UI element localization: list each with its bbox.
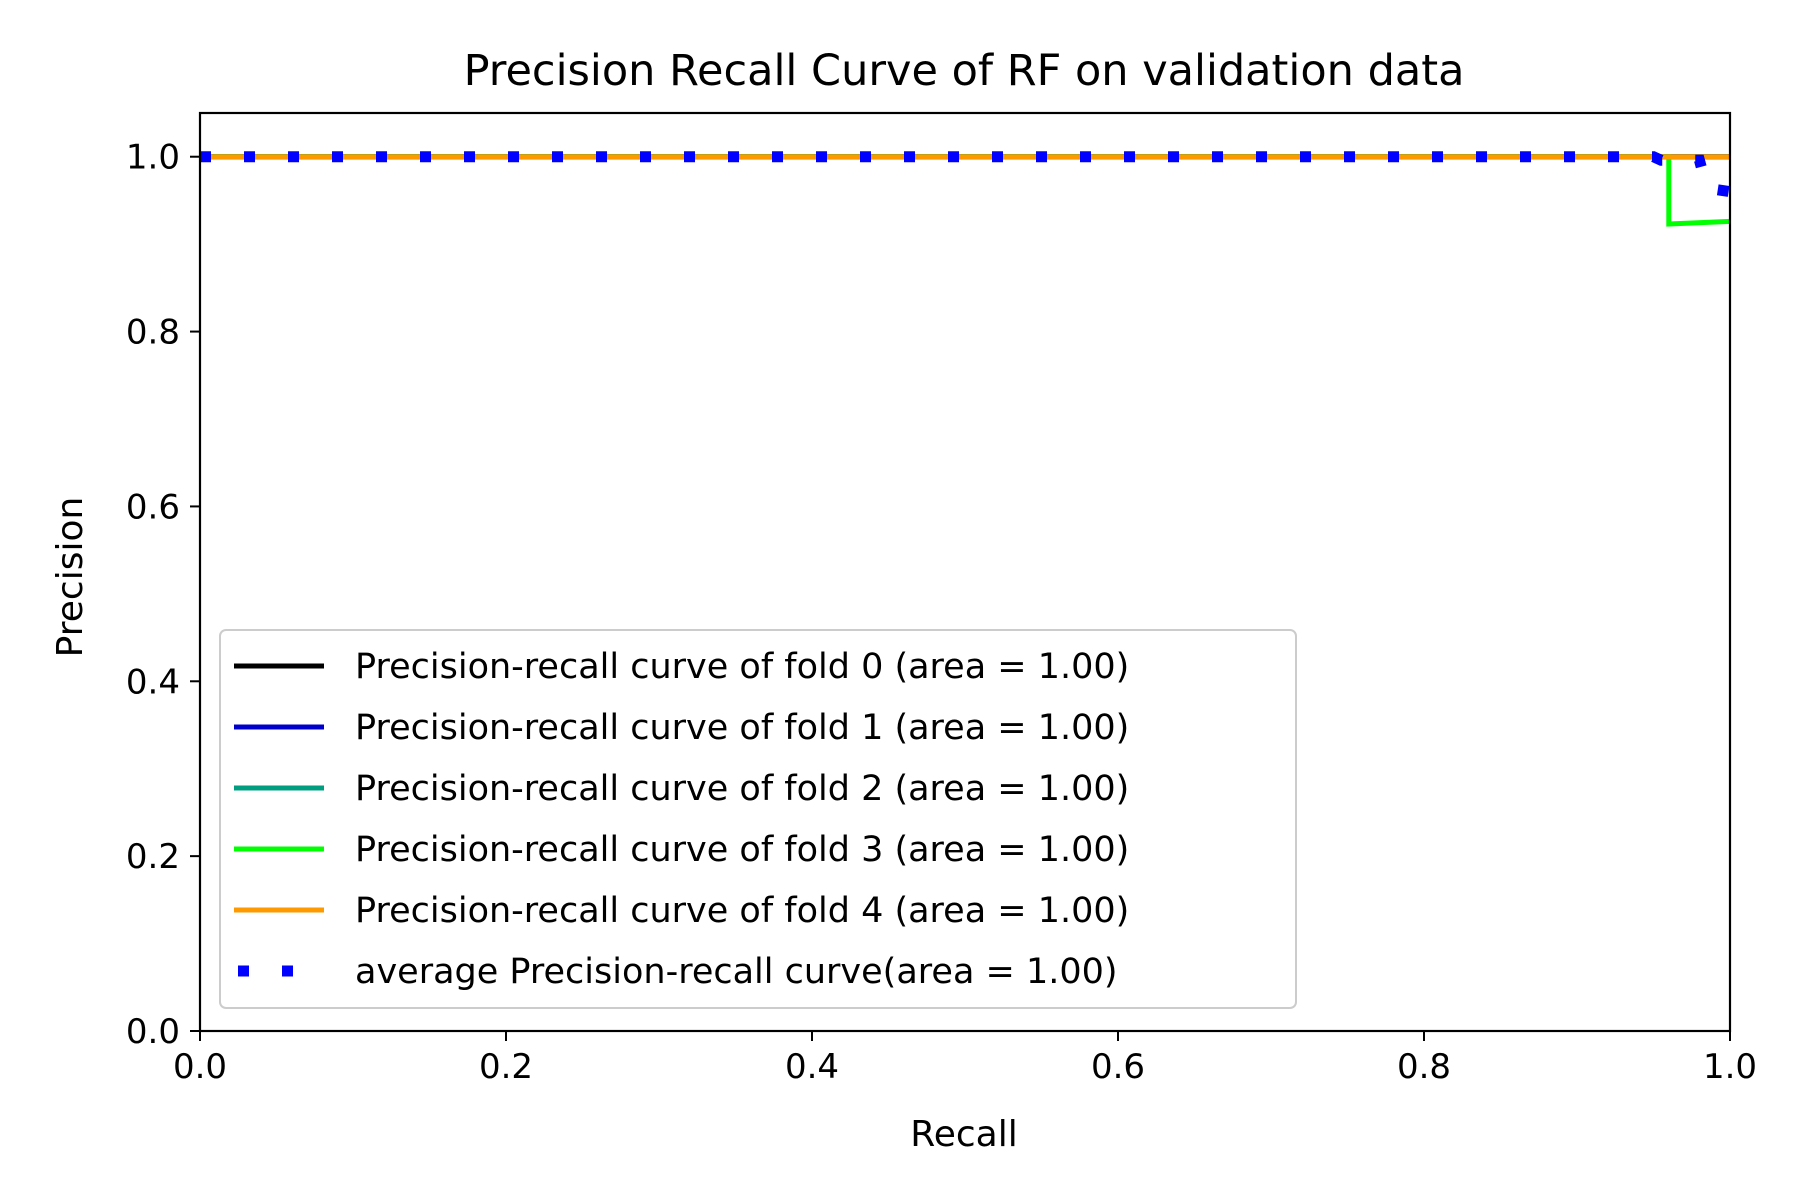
x-tick-label: 0.6 xyxy=(1091,1047,1145,1087)
legend-entry: Precision-recall curve of fold 3 (area =… xyxy=(234,830,1129,870)
x-tick-label: 0.4 xyxy=(785,1047,839,1087)
legend-label: average Precision-recall curve(area = 1.… xyxy=(355,952,1118,992)
legend-entry: Precision-recall curve of fold 0 (area =… xyxy=(234,647,1129,687)
chart-title: Precision Recall Curve of RF on validati… xyxy=(464,46,1465,96)
series-layer xyxy=(200,151,1730,227)
y-axis-label: Precision xyxy=(50,497,91,658)
y-tick-label: 0.0 xyxy=(126,1012,180,1052)
axes-layer: 0.0 0.2 0.4 0.6 0.8 1.0 0.0 0.2 0.4 0.6 0.8 1.0 xyxy=(126,111,1757,1087)
y-tick-label: 0.8 xyxy=(126,313,180,353)
legend-label: Precision-recall curve of fold 1 (area =… xyxy=(355,708,1129,748)
legend-label: Precision-recall curve of fold 2 (area =… xyxy=(355,769,1129,809)
legend-box xyxy=(219,629,1297,1009)
legend-entry: Precision-recall curve of fold 1 (area =… xyxy=(234,708,1129,748)
x-tick-label: 1.0 xyxy=(1703,1047,1757,1087)
axes-frame xyxy=(198,111,1732,1033)
x-tick-label: 0.8 xyxy=(1397,1047,1451,1087)
legend-entry: Precision-recall curve of fold 2 (area =… xyxy=(234,769,1129,809)
legend-label: Precision-recall curve of fold 0 (area =… xyxy=(355,647,1129,687)
y-tick-label: 0.4 xyxy=(126,662,180,702)
legend-entry: Precision-recall curve of fold 4 (area =… xyxy=(234,891,1129,931)
x-tick-label: 0.0 xyxy=(173,1047,227,1087)
x-tick-label: 0.2 xyxy=(479,1047,533,1087)
legend-label: Precision-recall curve of fold 4 (area =… xyxy=(355,891,1129,931)
y-tick-label: 0.2 xyxy=(126,837,180,877)
y-tick-label: 0.6 xyxy=(126,487,180,527)
x-axis-label: Recall xyxy=(910,1114,1017,1155)
y-tick-label: 1.0 xyxy=(126,138,180,178)
legend: Precision-recall curve of fold 0 (area =… xyxy=(219,629,1297,1009)
legend-entry: average Precision-recall curve(area = 1.… xyxy=(238,952,1118,992)
legend-label: Precision-recall curve of fold 3 (area =… xyxy=(355,830,1129,870)
